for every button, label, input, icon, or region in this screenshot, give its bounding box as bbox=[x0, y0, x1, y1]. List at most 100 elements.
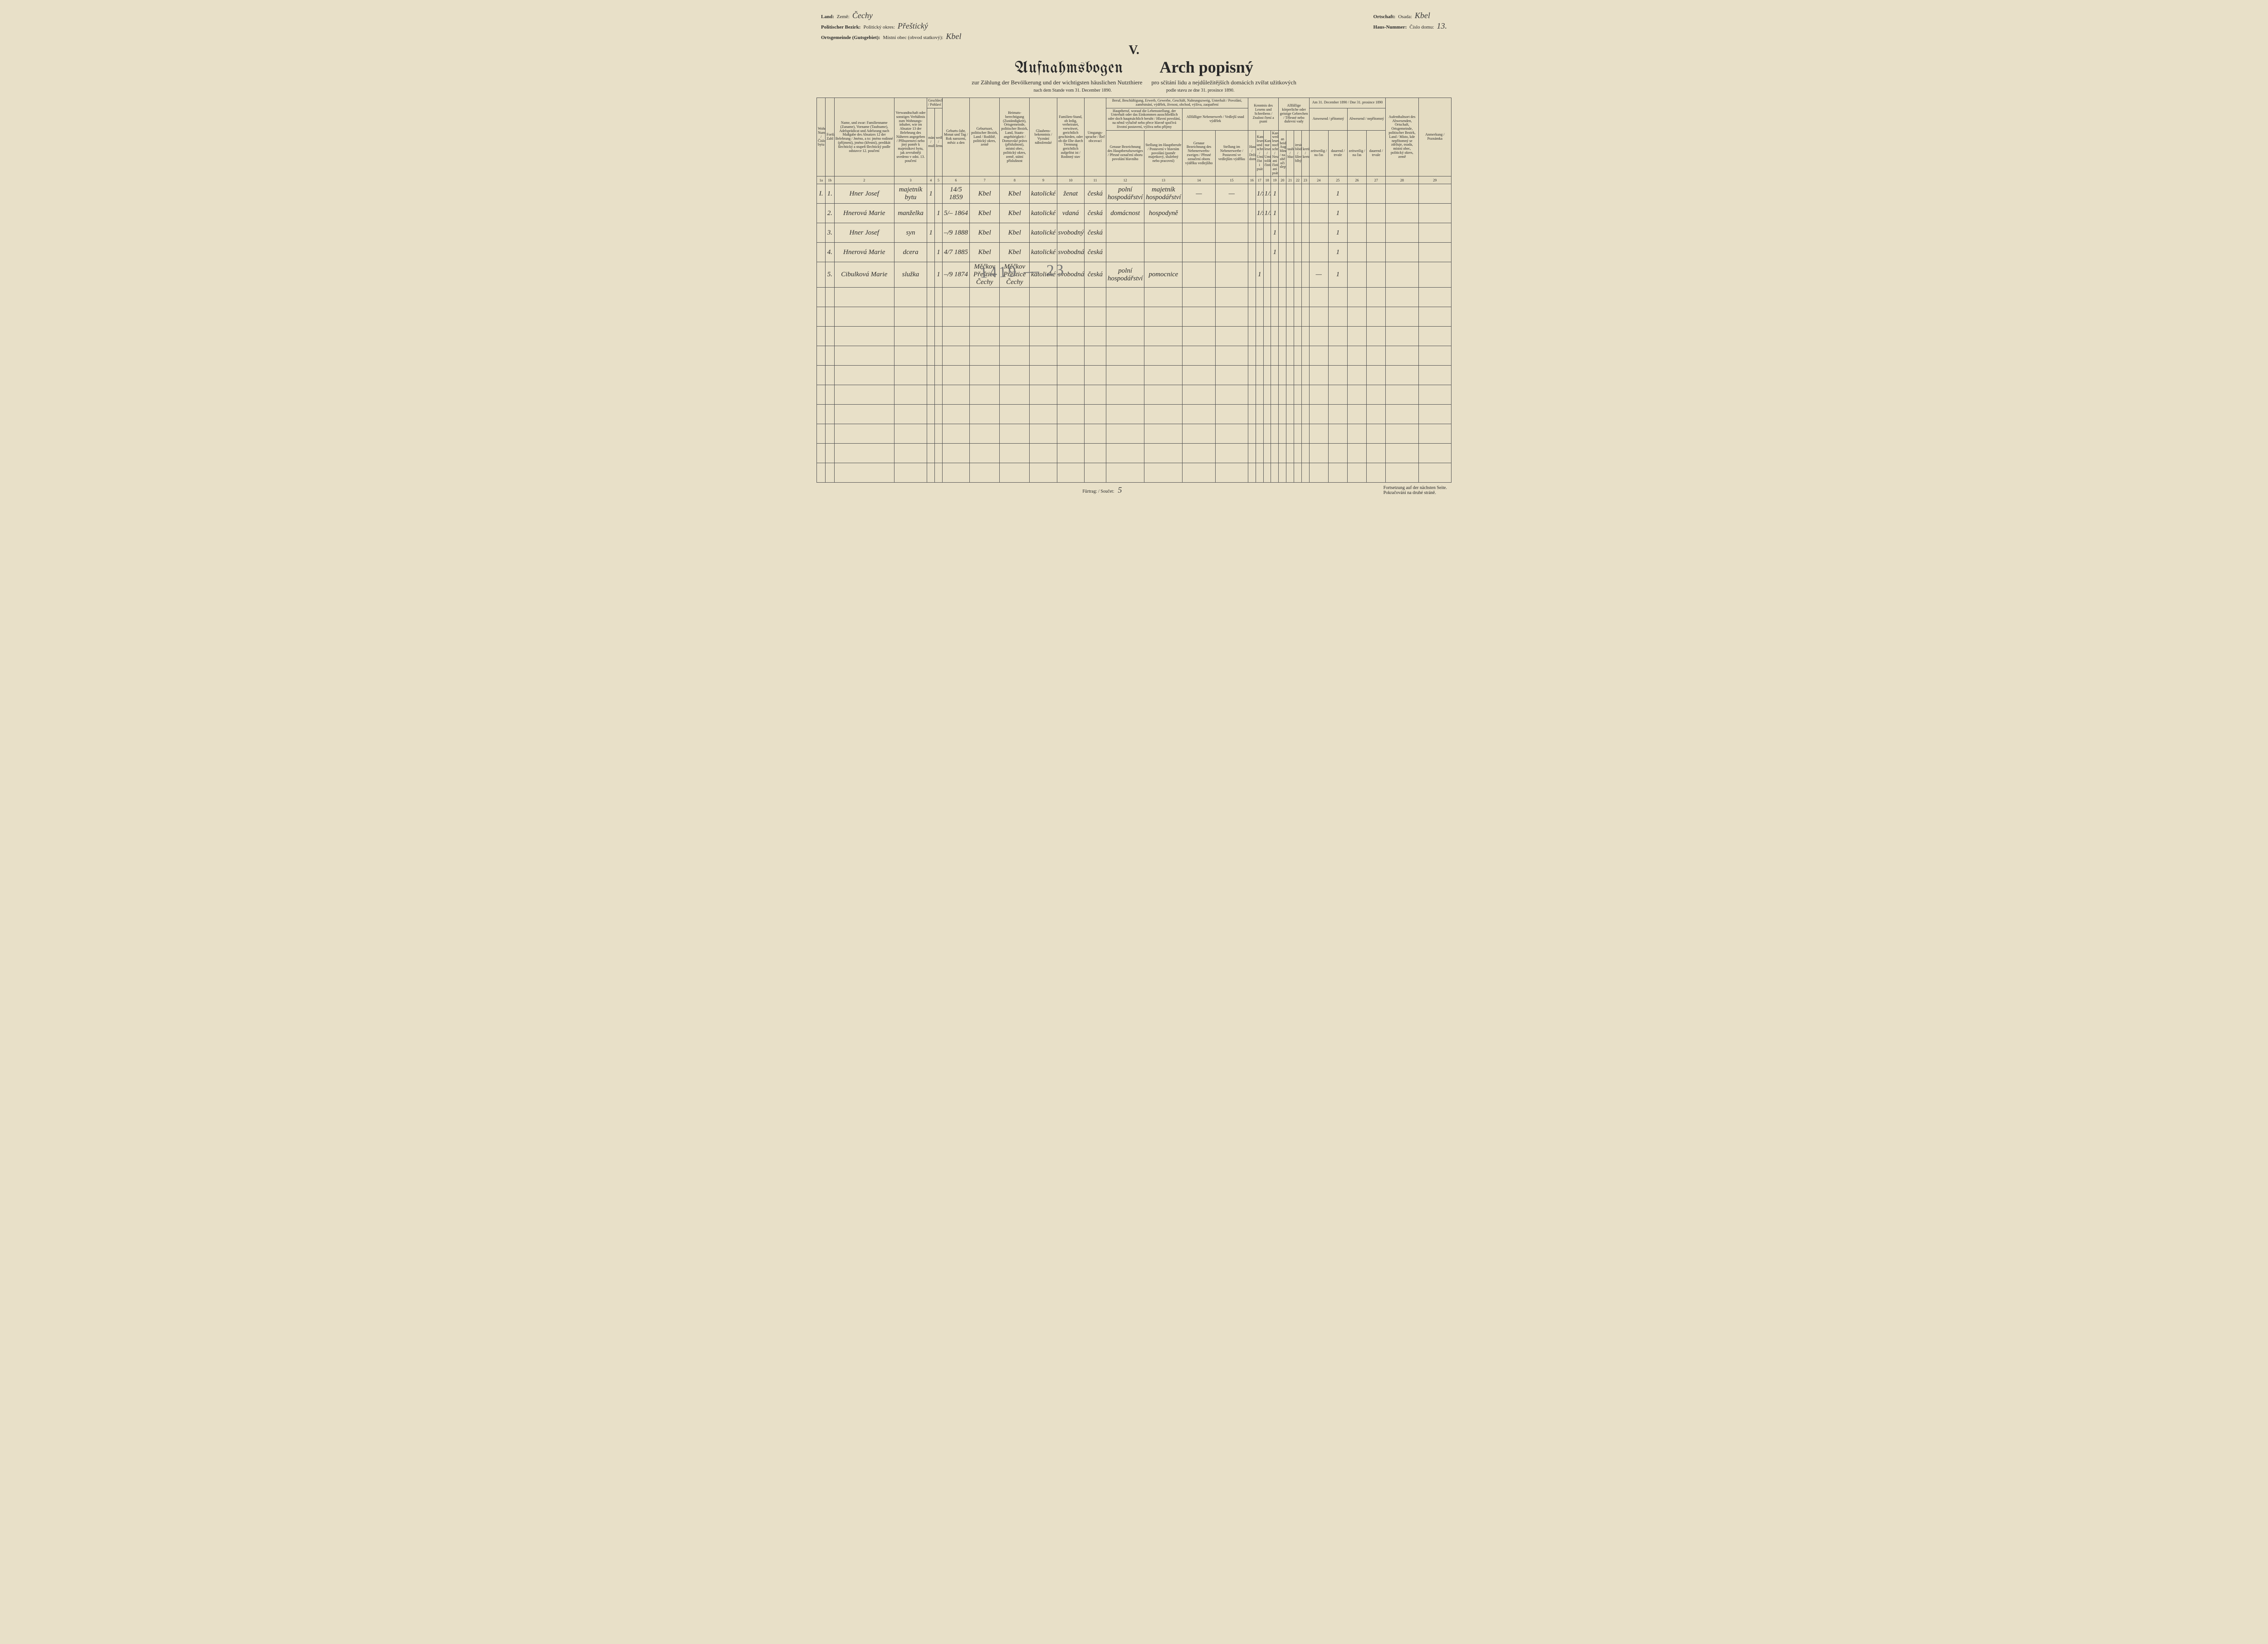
col-defect-group: Allfällige körperliche oder geistige Geb… bbox=[1279, 98, 1309, 131]
col-present-group: Anwesend / přítomný bbox=[1309, 108, 1347, 130]
col-abs-t: zeitweilig / na čas bbox=[1347, 130, 1366, 176]
cell-cretin bbox=[1301, 262, 1309, 288]
gemeinde-value: Kbel bbox=[946, 32, 961, 41]
cell-blind bbox=[1279, 262, 1286, 288]
cell-party bbox=[817, 243, 826, 262]
table-body: I.1.Hner Josefmajetník bytu114/5 1859Kbe… bbox=[817, 184, 1452, 483]
table-row: 2.Hnerová Mariemanželka15/– 1864KbelKbel… bbox=[817, 204, 1452, 223]
cell-owner bbox=[1248, 262, 1256, 288]
cell-pres_d: 1 bbox=[1328, 223, 1347, 243]
cell-relation: syn bbox=[894, 223, 927, 243]
cell-relation: majetník bytu bbox=[894, 184, 927, 204]
cell-seq: 3. bbox=[826, 223, 834, 243]
cell-ro: 1/x bbox=[1263, 184, 1271, 204]
cell-insane bbox=[1294, 262, 1302, 288]
footer-mid-label: Fürtrag: / Součet: bbox=[1082, 489, 1114, 494]
col-main-occ-group: Hauptberuf, worauf die Lebensstellung, d… bbox=[1106, 108, 1183, 130]
col-cretin: kretinös / kretén bbox=[1301, 130, 1309, 176]
cell-occ_side_pos: — bbox=[1215, 184, 1248, 204]
cell-rw: 1/x bbox=[1256, 204, 1263, 223]
gemeinde-label-cz: Místní obec (obvod statkový): bbox=[883, 35, 943, 40]
footer-mid-value: 5 bbox=[1118, 485, 1122, 495]
table-row: 4.Hnerová Mariedcera14/7 1885KbelKbelkat… bbox=[817, 243, 1452, 262]
census-sheet: Land: Země: Čechy Politischer Bezirk: Po… bbox=[816, 9, 1452, 498]
cell-religion: katolické bbox=[1030, 204, 1057, 223]
col-name: Name, und zwar: Familienname (Zuname), V… bbox=[834, 98, 894, 176]
col-absent-group: Abwesend / nepřítomný bbox=[1347, 108, 1385, 130]
bezirk-label-cz: Politický okres: bbox=[863, 24, 894, 30]
table-row-empty bbox=[817, 307, 1452, 327]
census-table: Wohnpartei-Nummer / Číslo bytu Fortlaufe… bbox=[816, 98, 1452, 483]
titles: Aufnahmsbogen Arch popisný bbox=[816, 58, 1452, 77]
cell-insane bbox=[1294, 184, 1302, 204]
hausnr-label-cz: Číslo domu: bbox=[1409, 24, 1434, 30]
cell-birthplace: Kbel bbox=[970, 204, 1000, 223]
cell-occ_pos: majetník hospodářství bbox=[1144, 184, 1183, 204]
cell-domicile: Kbel bbox=[1000, 204, 1030, 223]
cell-relation: manželka bbox=[894, 204, 927, 223]
cell-family: vdaná bbox=[1057, 204, 1084, 223]
title-cz: Arch popisný bbox=[1159, 58, 1253, 77]
cell-religion: katolické bbox=[1030, 223, 1057, 243]
cell-abs_d bbox=[1367, 204, 1386, 223]
cell-rw bbox=[1256, 243, 1263, 262]
cell-note bbox=[1418, 223, 1452, 243]
col-family: Familien-Stand, ob ledig, verheiratet, v… bbox=[1057, 98, 1084, 176]
cell-female bbox=[934, 184, 942, 204]
cell-name: Hner Josef bbox=[834, 223, 894, 243]
col-presence-group: Am 31. December 1890 / Dne 31. prosince … bbox=[1309, 98, 1386, 108]
cell-occ_main bbox=[1106, 243, 1144, 262]
cell-ro bbox=[1263, 243, 1271, 262]
cell-party bbox=[817, 262, 826, 288]
cell-absplace bbox=[1386, 262, 1418, 288]
cell-occ_main: polní hospodářství bbox=[1106, 184, 1144, 204]
col-occ-side: Genaue Bezeichnung des Nebenerwerbs-zwei… bbox=[1183, 130, 1215, 176]
col-rw: Kann lesen und schreiben / Umí číst i ps… bbox=[1256, 130, 1263, 176]
land-label-cz: Země: bbox=[837, 14, 850, 20]
cell-occ_side: — bbox=[1183, 184, 1215, 204]
cell-pres_t bbox=[1309, 184, 1328, 204]
cell-pres_d: 1 bbox=[1328, 262, 1347, 288]
footer-right-cz: Pokračování na druhé stráně. bbox=[1383, 490, 1436, 495]
cell-birthplace: Kbel bbox=[970, 184, 1000, 204]
cell-blind bbox=[1279, 243, 1286, 262]
table-row-empty bbox=[817, 366, 1452, 385]
land-value: Čechy bbox=[852, 11, 873, 20]
col-abs-d: dauernd / trvale bbox=[1367, 130, 1386, 176]
cell-note bbox=[1418, 204, 1452, 223]
cell-none: 1 bbox=[1271, 204, 1279, 223]
cell-male bbox=[927, 204, 935, 223]
cell-occ_main bbox=[1106, 223, 1144, 243]
cell-blind bbox=[1279, 184, 1286, 204]
subtitle-de: zur Zählung der Bevölkerung und der wich… bbox=[972, 79, 1142, 86]
col-domicile: Heimats-berechtigung (Zuständigkeit), Or… bbox=[1000, 98, 1030, 176]
cell-absplace bbox=[1386, 184, 1418, 204]
col-note: Anmerkung / Poznámka bbox=[1418, 98, 1452, 176]
cell-seq: 4. bbox=[826, 243, 834, 262]
cell-birth: –/9 1888 bbox=[942, 223, 969, 243]
table-row-empty bbox=[817, 327, 1452, 346]
cell-domicile: Kbel bbox=[1000, 184, 1030, 204]
ortschaft-value: Kbel bbox=[1415, 11, 1430, 20]
cell-relation: služka bbox=[894, 262, 927, 288]
cell-abs_t bbox=[1347, 223, 1366, 243]
cell-abs_d bbox=[1367, 223, 1386, 243]
cell-birthplace: Kbel bbox=[970, 243, 1000, 262]
cell-occ_side bbox=[1183, 204, 1215, 223]
cell-owner bbox=[1248, 243, 1256, 262]
cell-male: 1 bbox=[927, 184, 935, 204]
col-occ-pos: Stellung im Hauptberufe / Postavení v hl… bbox=[1144, 130, 1183, 176]
cell-seq: 5. bbox=[826, 262, 834, 288]
cell-occ_main: domácnost bbox=[1106, 204, 1144, 223]
cell-occ_pos bbox=[1144, 243, 1183, 262]
cell-blind bbox=[1279, 204, 1286, 223]
col-seq: Fortlaufende Zahl bbox=[826, 98, 834, 176]
col-pres-t: zeitweilig / na čas bbox=[1309, 130, 1328, 176]
bezirk-value: Přeštický bbox=[898, 21, 928, 31]
cell-abs_d bbox=[1367, 262, 1386, 288]
col-occ-main: Genaue Bezeichnung des Hauptberufszweige… bbox=[1106, 130, 1144, 176]
cell-birthplace: Kbel bbox=[970, 223, 1000, 243]
col-absplace: Aufenthaltsort des Abwesenden, Ortschaft… bbox=[1386, 98, 1418, 176]
cell-male bbox=[927, 262, 935, 288]
pencil-annotation: 1419 — 23 bbox=[979, 262, 1066, 282]
